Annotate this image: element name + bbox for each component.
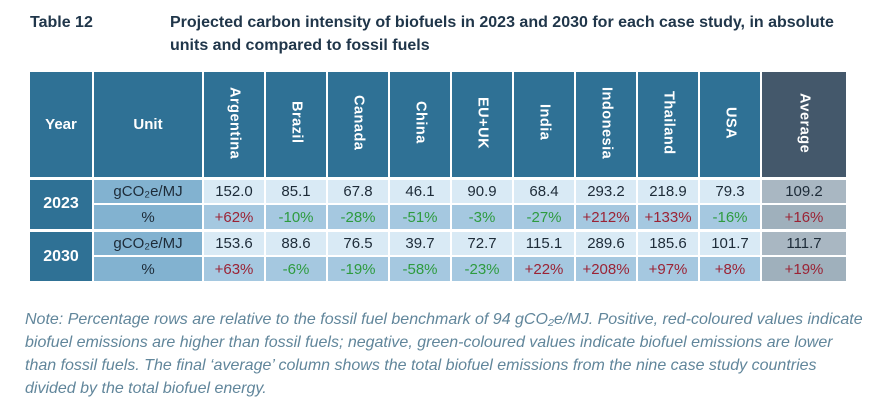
data-cell: 218.9 — [636, 176, 700, 206]
data-cell: -51% — [388, 203, 452, 232]
table-number: Table 12 — [30, 14, 93, 31]
data-cell: -28% — [326, 203, 390, 232]
data-cell: -3% — [450, 203, 514, 232]
data-cell: 90.9 — [450, 176, 514, 206]
data-cell: 153.6 — [202, 228, 266, 258]
column-header-label: USA — [722, 106, 739, 139]
unit-column-header: Unit — [92, 70, 204, 180]
column-header-label: Brazil — [288, 101, 305, 144]
table-header: Year Unit Argentina Brazil Canada China EU+U… — [28, 70, 848, 180]
data-cell: -27% — [512, 203, 576, 232]
data-cell: +63% — [202, 255, 266, 284]
column-header-label: Thailand — [660, 90, 677, 155]
data-cell: 68.4 — [512, 176, 576, 206]
unit-cell: gCO₂e/MJ — [92, 176, 204, 206]
data-cell: -16% — [698, 203, 762, 232]
unit-cell: % — [92, 255, 204, 284]
data-cell: 67.8 — [326, 176, 390, 206]
data-cell: 152.0 — [202, 176, 266, 206]
column-header-label: India — [536, 104, 553, 141]
data-cell: 101.7 — [698, 228, 762, 258]
column-header-average: Average — [760, 70, 848, 180]
average-cell: 111.7 — [760, 228, 848, 258]
data-cell: +212% — [574, 203, 638, 232]
header-row: Year Unit Argentina Brazil Canada China EU+U… — [28, 70, 848, 180]
data-cell: -19% — [326, 255, 390, 284]
column-header-brazil: Brazil — [264, 70, 328, 180]
data-cell: +208% — [574, 255, 638, 284]
data-cell: -10% — [264, 203, 328, 232]
column-header-label: Indonesia — [598, 86, 615, 159]
data-cell: 39.7 — [388, 228, 452, 258]
data-cell: 76.5 — [326, 228, 390, 258]
data-cell: +62% — [202, 203, 266, 232]
column-header-label: China — [412, 101, 429, 145]
table-note: Note: Percentage rows are relative to th… — [25, 311, 863, 397]
column-header-label: EU+UK — [474, 96, 491, 149]
unit-cell: gCO₂e/MJ — [92, 228, 204, 258]
table-body: 2023 gCO₂e/MJ 152.0 85.1 67.8 46.1 90.9 68.4 293… — [28, 176, 848, 284]
column-header-thailand: Thailand — [636, 70, 700, 180]
values-row-2023: 2023 gCO₂e/MJ 152.0 85.1 67.8 46.1 90.9 68.4 293… — [28, 176, 848, 232]
biofuel-carbon-intensity-table: Year Unit Argentina Brazil Canada China EU+U… — [28, 70, 848, 284]
data-cell: 293.2 — [574, 176, 638, 206]
column-header-indonesia: Indonesia — [574, 70, 638, 180]
data-cell: 289.6 — [574, 228, 638, 258]
table-title: Projected carbon intensity of biofuels i… — [170, 14, 834, 55]
data-cell: +22% — [512, 255, 576, 284]
column-header-label: Argentina — [226, 86, 243, 159]
column-header-label: Canada — [350, 94, 367, 151]
table-caption: Table 12 Projected carbon intensity of b… — [30, 11, 870, 57]
percent-row-2030: % +63% -6% -19% -58% -23% +22% +208% +97% +8% +19% — [29, 255, 848, 284]
year-cell-2030: 2030 — [28, 228, 94, 284]
average-cell: +16% — [760, 203, 848, 232]
column-header-label: Average — [796, 92, 813, 153]
column-header-india: India — [512, 70, 576, 180]
unit-cell: % — [92, 203, 204, 232]
data-cell: -6% — [264, 255, 328, 284]
data-cell: +8% — [698, 255, 762, 284]
data-cell: 85.1 — [264, 176, 328, 206]
column-header-eu-uk: EU+UK — [450, 70, 514, 180]
year-cell-2023: 2023 — [28, 176, 94, 232]
average-cell: +19% — [760, 255, 848, 284]
column-header-argentina: Argentina — [202, 70, 266, 180]
column-header-usa: USA — [698, 70, 762, 180]
data-cell: 79.3 — [698, 176, 762, 206]
data-cell: +97% — [636, 255, 700, 284]
data-cell: 115.1 — [512, 228, 576, 258]
data-cell: 185.6 — [636, 228, 700, 258]
data-cell: -23% — [450, 255, 514, 284]
data-cell: 72.7 — [450, 228, 514, 258]
average-cell: 109.2 — [760, 176, 848, 206]
column-header-canada: Canada — [326, 70, 390, 180]
data-cell: -58% — [388, 255, 452, 284]
values-row-2030: 2030 gCO₂e/MJ 153.6 88.6 76.5 39.7 72.7 115.1 28… — [28, 228, 848, 284]
percent-row-2023: % +62% -10% -28% -51% -3% -27% +212% +133% -16% +1… — [29, 203, 848, 232]
year-column-header: Year — [28, 70, 94, 180]
data-cell: 46.1 — [388, 176, 452, 206]
column-header-china: China — [388, 70, 452, 180]
data-cell: 88.6 — [264, 228, 328, 258]
report-page: Table 12 Projected carbon intensity of b… — [25, 11, 870, 397]
data-cell: +133% — [636, 203, 700, 232]
